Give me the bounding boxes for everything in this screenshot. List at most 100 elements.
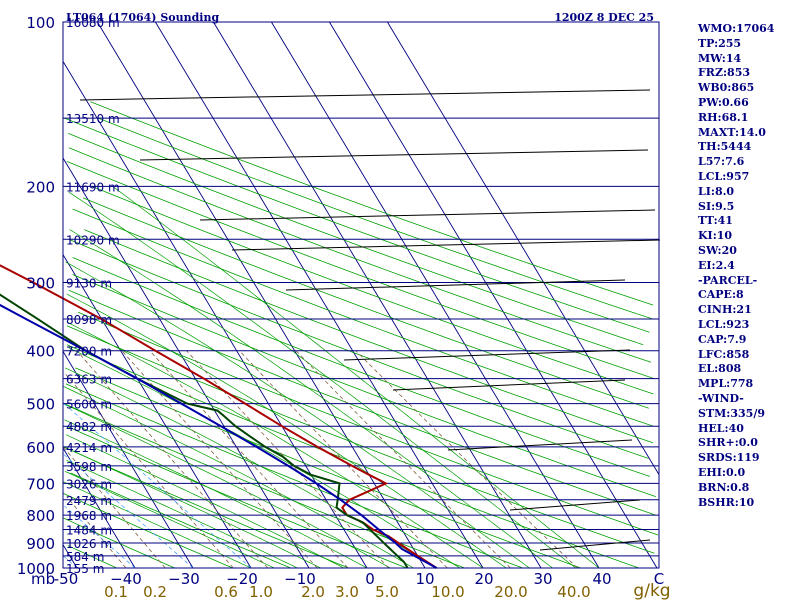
dry-adiabat-line <box>78 311 659 536</box>
temperature-tick-label: 0 <box>365 570 375 588</box>
index-line: SHR+:0.0 <box>698 436 758 450</box>
mixing-ratio-tick-label: 40.0 <box>557 583 590 600</box>
index-line: WMO:17064 <box>698 22 775 35</box>
mixing-ratio-line <box>121 350 318 569</box>
wind-barb <box>447 439 633 451</box>
index-line: HEL:40 <box>698 421 744 435</box>
ice-saturation-line <box>63 403 252 569</box>
mixing-ratio-line <box>62 446 166 569</box>
dry-adiabat-line <box>68 238 649 459</box>
index-line: -PARCEL- <box>698 273 758 287</box>
index-line: SRDS:119 <box>698 451 760 465</box>
height-level-label: 10290 m <box>66 233 120 247</box>
index-line: WB0:865 <box>698 81 755 95</box>
temperature-tick-label: −10 <box>284 570 316 588</box>
temperature-tick-label: −20 <box>226 570 258 588</box>
dry-adiabat-line <box>72 257 651 477</box>
mixing-ratio-tick-label: 3.0 <box>335 583 359 600</box>
index-line: STM:335/9 <box>698 406 765 420</box>
index-line: PW:0.66 <box>698 95 749 109</box>
isotherm-line <box>213 21 542 569</box>
index-line: L57:7.6 <box>698 155 745 169</box>
moist-adiabat-line <box>64 419 368 569</box>
wind-barb <box>79 89 651 101</box>
temperature-tick-label: C <box>654 570 664 588</box>
dry-adiabat-line <box>91 186 654 395</box>
height-level-label: 16080 m <box>66 16 120 30</box>
isotherm-line <box>97 21 426 569</box>
temperature-tick-label: 40 <box>592 570 611 588</box>
dry-adiabat-line <box>63 517 175 569</box>
mixing-ratio-tick-label: 5.0 <box>375 583 399 600</box>
height-level-label: 4882 m <box>66 420 112 434</box>
mixing-ratio-tick-label: 2.0 <box>301 583 325 600</box>
isotherm-line <box>271 21 600 569</box>
height-level-label: 1026 m <box>66 537 112 551</box>
chart-title: LT064 (17064) Sounding <box>66 11 219 24</box>
mixing-ratio-tick-label: 0.1 <box>104 583 128 600</box>
pressure-tick-label: 600 <box>26 439 55 457</box>
moist-adiabat-line <box>63 386 414 569</box>
index-line: FRZ:853 <box>698 66 751 80</box>
height-level-label: 11690 m <box>66 180 120 194</box>
mixing-ratio-line <box>295 350 511 569</box>
dry-adiabat-line <box>66 425 407 569</box>
temperature-tick-label: -50 <box>54 570 79 588</box>
index-line: TH:5444 <box>698 140 752 154</box>
height-level-label: 7200 m <box>66 345 112 359</box>
dry-adiabat-line <box>72 208 654 427</box>
dry-adiabat-line <box>67 545 117 569</box>
index-line: MW:14 <box>698 51 742 65</box>
dry-adiabat-line <box>68 133 644 346</box>
pressure-tick-label: 700 <box>26 475 55 493</box>
dry-adiabat-line <box>65 383 523 569</box>
index-line: SW:20 <box>698 243 737 257</box>
moist-adiabat-line <box>66 293 507 569</box>
height-level-label: 155 m <box>66 562 104 576</box>
mixing-ratio-unit-label: g/kg <box>633 581 670 600</box>
index-line: BRN:0.8 <box>698 480 750 494</box>
wind-barb <box>539 539 651 551</box>
mixing-ratio-tick-label: 10.0 <box>431 583 464 600</box>
index-line: -WIND- <box>698 391 744 405</box>
index-line: LCL:957 <box>698 169 750 183</box>
dry-adiabat-line <box>75 367 581 569</box>
height-level-label: 3598 m <box>66 460 112 474</box>
dry-adiabat-line <box>98 117 654 320</box>
isotherm-line <box>62 447 136 569</box>
index-line: LCL:923 <box>698 317 750 331</box>
height-level-label: 584 m <box>66 550 104 564</box>
plot-frame <box>62 21 660 569</box>
mixing-ratio-line <box>66 496 127 569</box>
index-line: CAP:7.9 <box>698 332 747 346</box>
height-level-label: 8098 m <box>66 313 112 327</box>
dry-adiabat-grid <box>63 101 659 569</box>
height-labels: 13510 m 11690 m 10290 m 9130 m 8098 m 7200 m 6… <box>66 16 120 576</box>
index-line: EHI:0.0 <box>698 465 746 479</box>
pressure-tick-label: 400 <box>26 343 55 361</box>
index-line: CAPE:8 <box>698 288 744 302</box>
dry-adiabat-line <box>84 229 654 444</box>
index-line: LFC:858 <box>698 347 750 361</box>
wind-barb <box>285 279 626 291</box>
height-level-label: 3026 m <box>66 477 112 491</box>
pressure-tick-label: 800 <box>26 507 55 525</box>
isotherm-line <box>62 254 252 569</box>
height-level-label: 13510 m <box>66 112 120 126</box>
moist-adiabat-line <box>65 261 530 569</box>
index-line: TT:41 <box>698 214 733 228</box>
index-line: TP:255 <box>698 36 742 50</box>
height-level-label: 5600 m <box>66 398 112 412</box>
temperature-profile-line <box>0 264 438 569</box>
dry-adiabat-line <box>68 289 656 516</box>
isotherm-line <box>329 21 658 569</box>
dry-adiabat-line <box>68 147 652 363</box>
ice-saturation-line <box>64 505 136 569</box>
mixing-ratio-line <box>64 373 234 569</box>
height-level-label: 1968 m <box>66 509 112 523</box>
moist-adiabat-line <box>69 229 553 569</box>
sounding-series <box>0 264 438 569</box>
pressure-axis: 100 200 300 400 500 600 700 800 900 1000 <box>17 14 55 578</box>
height-level-label: 2479 m <box>66 494 112 508</box>
